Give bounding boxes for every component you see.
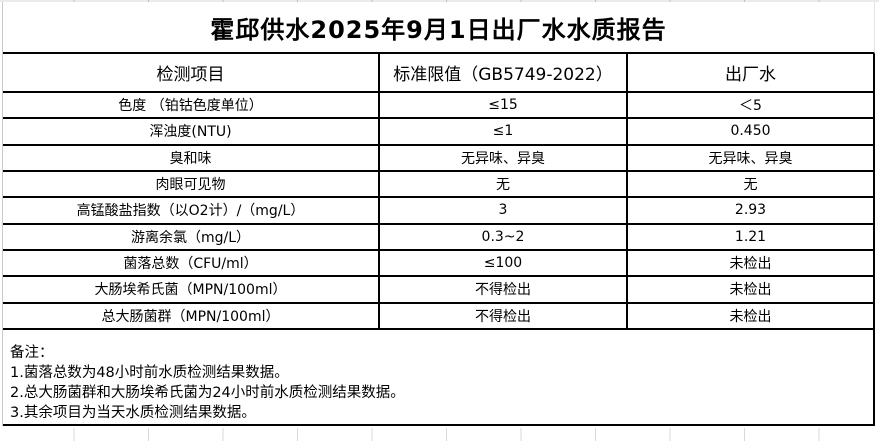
cell-item: 肉眼可见物 bbox=[155, 177, 226, 194]
cell-value: 0.450 bbox=[730, 123, 771, 140]
header-standard-limit: 标准限值（GB5749-2022） bbox=[378, 54, 628, 91]
cell-value: 未检出 bbox=[729, 282, 772, 299]
cell-limit: 无异味、异臭 bbox=[378, 145, 628, 170]
cell-item: 高锰酸盐指数（以O2计）/（mg/L） bbox=[76, 203, 305, 220]
table-row-odor-taste: 臭和味 无异味、异臭 无异味、异臭 bbox=[3, 145, 873, 172]
report-title-row: 霍邱供水2025年9月1日出厂水水质报告 bbox=[3, 2, 875, 54]
cell-value: 无 bbox=[743, 177, 758, 194]
cell-item: 游离余氯（mg/L） bbox=[130, 229, 251, 246]
remark-2: 2.总大肠菌群和大肠埃希氏菌为24小时前水质检测结果数据。 bbox=[10, 385, 405, 401]
table-row-visible-matter: 肉眼可见物 无 无 bbox=[3, 171, 873, 199]
table-row-e-coli: 大肠埃希氏菌（MPN/100ml） 不得检出 未检出 bbox=[3, 277, 873, 304]
cell-limit: ≤15 bbox=[378, 93, 628, 118]
table-row-free-chlorine: 游离余氯（mg/L） 0.3~2 1.21 bbox=[3, 224, 873, 251]
cell-value: 未检出 bbox=[729, 308, 772, 325]
cell-value: ＜5 bbox=[739, 98, 762, 115]
cell-value: 未检出 bbox=[729, 256, 772, 273]
cell-value: 无异味、异臭 bbox=[708, 150, 793, 167]
report-title: 霍邱供水2025年9月1日出厂水水质报告 bbox=[210, 15, 667, 44]
table-row-total-coliforms: 总大肠菌群（MPN/100ml） 不得检出 未检出 bbox=[3, 303, 873, 328]
table-row-turbidity: 浑浊度(NTU) ≤1 0.450 bbox=[3, 119, 873, 146]
cell-limit: 0.3~2 bbox=[378, 224, 628, 249]
cell-item: 臭和味 bbox=[169, 150, 212, 167]
table-row-chroma: 色度 （铂钴色度单位） ≤15 ＜5 bbox=[3, 93, 873, 120]
cell-limit: 无 bbox=[378, 171, 628, 197]
table-row-permanganate-index: 高锰酸盐指数（以O2计）/（mg/L） 3 2.93 bbox=[3, 198, 873, 225]
cell-limit: ≤1 bbox=[378, 119, 628, 144]
header-test-item: 检测项目 bbox=[156, 65, 225, 85]
cell-limit: 不得检出 bbox=[378, 303, 628, 328]
cell-item: 总大肠菌群（MPN/100ml） bbox=[101, 308, 280, 325]
remarks-label: 备注： bbox=[10, 345, 54, 361]
cell-value: 1.21 bbox=[734, 228, 767, 245]
water-quality-report-table: 霍邱供水2025年9月1日出厂水水质报告 检测项目 标准限值（GB5749-20… bbox=[2, 2, 875, 426]
remark-3: 3.其余项目为当天水质检测结果数据。 bbox=[10, 405, 256, 421]
remark-1: 1.菌落总数为48小时前水质检测结果数据。 bbox=[10, 365, 289, 381]
cell-item: 色度 （铂钴色度单位） bbox=[118, 98, 263, 115]
cell-item: 大肠埃希氏菌（MPN/100ml） bbox=[94, 282, 287, 299]
cell-item: 浑浊度(NTU) bbox=[149, 124, 232, 141]
spreadsheet-gridlines-top bbox=[0, 0, 879, 2]
cell-limit: ≤100 bbox=[378, 250, 628, 276]
table-header-row: 检测项目 标准限值（GB5749-2022） 出厂水 bbox=[3, 54, 875, 93]
cell-limit: 3 bbox=[378, 198, 628, 223]
header-outgoing-water: 出厂水 bbox=[725, 65, 776, 85]
cell-value: 2.93 bbox=[734, 202, 767, 219]
table-body: 色度 （铂钴色度单位） ≤15 ＜5 浑浊度(NTU) ≤1 0.450 臭和味… bbox=[3, 93, 875, 330]
spreadsheet-gridlines-bottom bbox=[0, 428, 879, 441]
cell-item: 菌落总数（CFU/ml） bbox=[123, 256, 258, 273]
cell-limit: 不得检出 bbox=[378, 277, 628, 302]
remarks-section: 备注： 1.菌落总数为48小时前水质检测结果数据。 2.总大肠菌群和大肠埃希氏菌… bbox=[3, 330, 875, 426]
table-row-colony-count: 菌落总数（CFU/ml） ≤100 未检出 bbox=[3, 250, 873, 278]
